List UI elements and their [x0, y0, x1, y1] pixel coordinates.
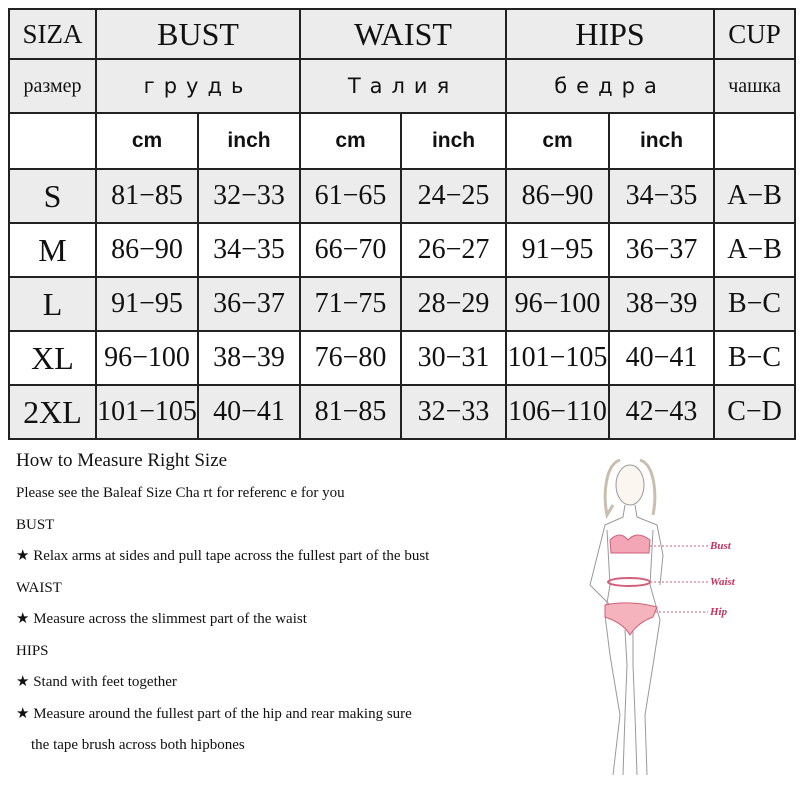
- unit-cell: cm: [299, 112, 403, 170]
- units-empty: [8, 112, 97, 170]
- hips-tip-2-cont: the tape brush across both hipbones: [31, 737, 245, 753]
- cell-cup: B−C: [713, 330, 797, 386]
- unit-cell: cm: [95, 112, 199, 170]
- cell-hips-in: 36−37: [608, 222, 716, 278]
- cell-bust-cm: 91−95: [95, 276, 199, 332]
- header-ru-bust: грудь: [94, 58, 302, 114]
- cell-bust-cm: 96−100: [95, 330, 199, 386]
- cell-waist-cm: 66−70: [299, 222, 403, 278]
- size-row: S 81−85 32−33 61−65 24−25 86−90 34−35 A−B: [8, 168, 797, 224]
- header-size: SIZA: [8, 8, 97, 60]
- guide-title: How to Measure Right Size: [16, 450, 228, 471]
- cell-cup: B−C: [713, 276, 797, 332]
- cell-hips-in: 38−39: [608, 276, 716, 332]
- cell-bust-in: 40−41: [196, 384, 302, 440]
- cell-waist-in: 30−31: [400, 330, 508, 386]
- unit-cell: inch: [400, 112, 508, 170]
- cell-cup: A−B: [713, 168, 797, 224]
- measure-guide: How to Measure Right Size Please see the…: [16, 448, 556, 762]
- waist-band: [607, 577, 651, 587]
- cell-bust-in: 36−37: [196, 276, 302, 332]
- unit-cell: inch: [196, 112, 302, 170]
- bra-shape: [609, 534, 651, 554]
- size-row: XL 96−100 38−39 76−80 30−31 101−105 40−41 B−C: [8, 330, 797, 386]
- cell-bust-cm: 81−85: [95, 168, 199, 224]
- cell-hips-cm: 106−110: [505, 384, 611, 440]
- cell-bust-in: 38−39: [196, 330, 302, 386]
- units-row: cm inch cm inch cm inch: [8, 112, 797, 170]
- cell-waist-in: 26−27: [400, 222, 508, 278]
- cell-waist-cm: 81−85: [299, 384, 403, 440]
- hips-tip-2: ★ Measure around the fullest part of the…: [16, 705, 412, 722]
- header-bust: BUST: [94, 8, 302, 60]
- cell-hips-in: 42−43: [608, 384, 716, 440]
- bust-tip: ★ Relax arms at sides and pull tape acro…: [16, 548, 430, 564]
- cell-hips-in: 34−35: [608, 168, 716, 224]
- size-row: M 86−90 34−35 66−70 26−27 91−95 36−37 A−B: [8, 222, 797, 278]
- header-ru-row: размер грудь Талия бедра чашка: [8, 58, 797, 114]
- cell-waist-in: 28−29: [400, 276, 508, 332]
- cell-waist-cm: 71−75: [299, 276, 403, 332]
- cell-waist-cm: 61−65: [299, 168, 403, 224]
- bust-heading: BUST: [16, 516, 55, 533]
- cell-bust-in: 32−33: [196, 168, 302, 224]
- header-ru-hips: бедра: [505, 58, 716, 114]
- guide-intro: Please see the Baleaf Size Cha rt for re…: [16, 485, 345, 501]
- cell-cup: A−B: [713, 222, 797, 278]
- bust-label: Bust: [709, 540, 732, 552]
- cell-hips-cm: 86−90: [505, 168, 611, 224]
- cell-waist-cm: 76−80: [299, 330, 403, 386]
- cell-waist-in: 24−25: [400, 168, 508, 224]
- cell-hips-cm: 96−100: [505, 276, 611, 332]
- cell-waist-in: 32−33: [400, 384, 508, 440]
- units-empty: [713, 112, 797, 170]
- hips-heading: HIPS: [16, 642, 49, 659]
- cell-bust-cm: 101−105: [95, 384, 199, 440]
- unit-cell: inch: [608, 112, 716, 170]
- hips-tip-1: ★ Stand with feet together: [16, 674, 177, 690]
- size-row: 2XL 101−105 40−41 81−85 32−33 106−110 42−43 C−D: [8, 384, 797, 440]
- header-row: SIZA BUST WAIST HIPS CUP: [8, 8, 797, 60]
- cell-hips-cm: 91−95: [505, 222, 611, 278]
- header-ru-waist: Талия: [299, 58, 508, 114]
- cell-size: S: [8, 168, 97, 224]
- header-waist: WAIST: [299, 8, 508, 60]
- waist-tip: ★ Measure across the slimmest part of th…: [16, 611, 307, 627]
- size-row: L 91−95 36−37 71−75 28−29 96−100 38−39 B−C: [8, 276, 797, 332]
- briefs-shape: [604, 602, 658, 636]
- unit-cell: cm: [505, 112, 611, 170]
- header-ru-cup: чашка: [713, 58, 797, 114]
- cell-size: M: [8, 222, 97, 278]
- cell-cup: C−D: [713, 384, 797, 440]
- cell-hips-in: 40−41: [608, 330, 716, 386]
- cell-bust-in: 34−35: [196, 222, 302, 278]
- size-chart-table: SIZA BUST WAIST HIPS CUP размер грудь Та…: [8, 8, 797, 440]
- header-cup: CUP: [713, 8, 797, 60]
- header-ru-size: размер: [8, 58, 97, 114]
- waist-heading: WAIST: [16, 579, 62, 596]
- waist-label: Waist: [710, 576, 736, 588]
- header-hips: HIPS: [505, 8, 716, 60]
- cell-size: XL: [8, 330, 97, 386]
- cell-size: 2XL: [8, 384, 97, 440]
- body-measurement-illustration: Bust Waist Hip: [589, 458, 736, 776]
- cell-bust-cm: 86−90: [95, 222, 199, 278]
- hip-label: Hip: [709, 606, 728, 618]
- cell-hips-cm: 101−105: [505, 330, 611, 386]
- cell-size: L: [8, 276, 97, 332]
